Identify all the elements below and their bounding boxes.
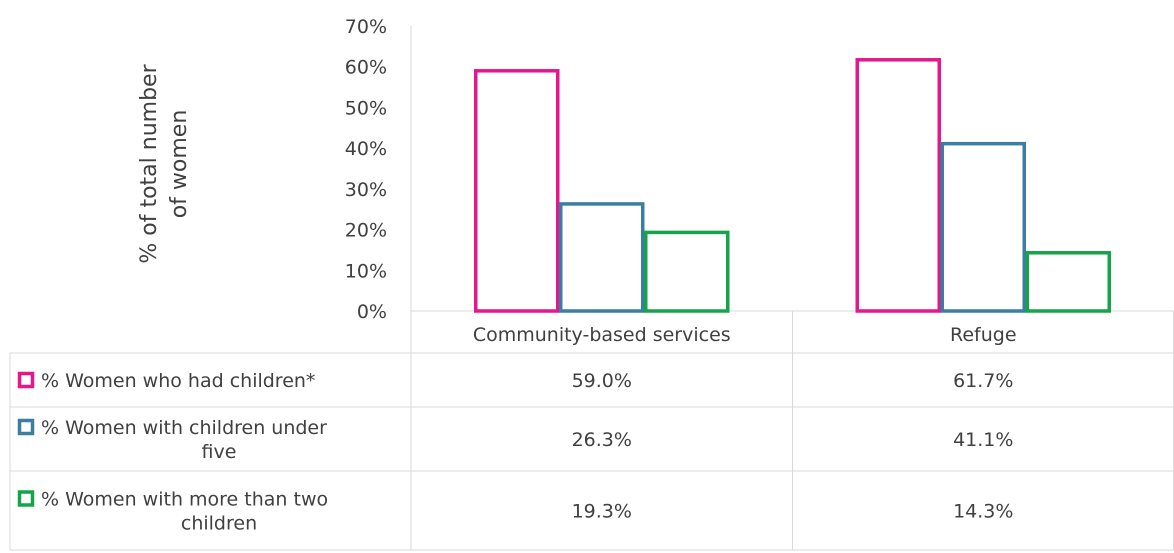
legend-series-name: % Women with more than two children: [41, 489, 328, 535]
y-axis-title-line: of women: [167, 110, 192, 219]
data-table: Community-based services Refuge % Women wh…: [9, 311, 1174, 551]
legend-series-name-line: % Women with children under: [41, 417, 327, 439]
y-axis-title-text: % of total number of women: [137, 63, 192, 263]
bars: [474, 58, 1111, 313]
data-label: 14.3%: [953, 501, 1013, 523]
legend-series-name: % Women who had children*: [41, 370, 315, 392]
y-tick-label: 0%: [357, 301, 387, 323]
bar: [644, 230, 730, 313]
y-tick-label: 10%: [345, 260, 387, 282]
y-tick-label: 20%: [345, 220, 387, 242]
legend-series-name-line: five: [202, 441, 237, 463]
data-label: 59.0%: [572, 370, 632, 392]
y-axis-ticks: 0% 10% 20% 30% 40% 50% 60% 70%: [345, 16, 387, 323]
data-label: 61.7%: [953, 370, 1013, 392]
x-category-label: Refuge: [950, 324, 1017, 346]
y-axis-title: % of total number of women: [137, 63, 192, 263]
bar: [855, 58, 941, 313]
bar: [1025, 251, 1111, 313]
bar: [474, 69, 560, 313]
y-tick-label: 50%: [345, 97, 387, 119]
y-axis-title-line: % of total number: [137, 63, 162, 263]
data-label: 26.3%: [572, 429, 632, 451]
legend-series-name-line: % Women with more than two: [41, 489, 328, 511]
legend-series-name-line: % Women who had children*: [41, 370, 315, 392]
y-tick-label: 70%: [345, 16, 387, 38]
bar: [940, 141, 1026, 313]
legend-series-name: % Women with children under five: [41, 417, 327, 463]
data-label: 19.3%: [572, 501, 632, 523]
y-tick-label: 60%: [345, 57, 387, 79]
legend-series-name-line: children: [181, 513, 257, 535]
data-label: 41.1%: [953, 429, 1013, 451]
y-tick-label: 30%: [345, 179, 387, 201]
legend-key: [17, 418, 35, 436]
legend-key: [17, 490, 35, 507]
y-tick-label: 40%: [345, 138, 387, 160]
x-category-label: Community-based services: [473, 324, 731, 346]
legend-key: [17, 371, 35, 389]
bar: [559, 202, 645, 313]
